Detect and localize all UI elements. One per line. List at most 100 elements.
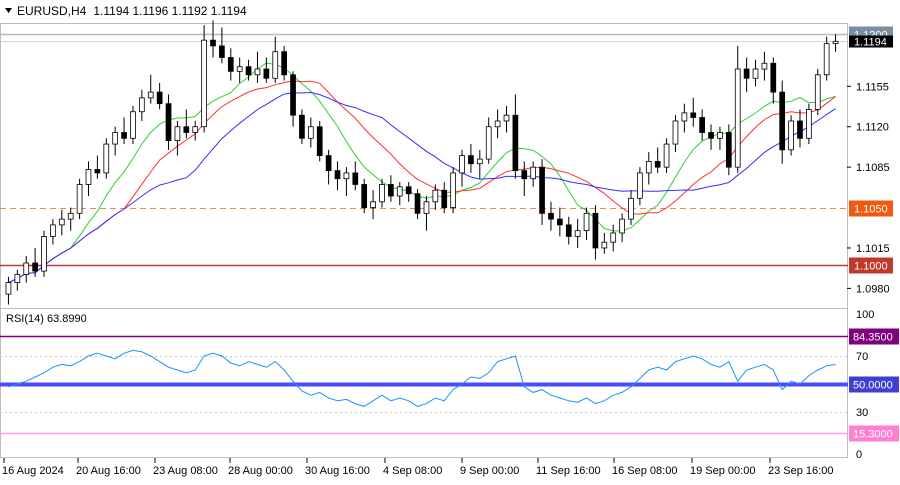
- candle-body: [441, 189, 448, 208]
- candle-body: [41, 236, 47, 272]
- candle-body: [94, 169, 101, 174]
- candle-body: [708, 132, 714, 139]
- candle-body: [103, 143, 110, 174]
- candle-body: [583, 212, 590, 232]
- candle-body: [14, 274, 21, 284]
- candle-body: [290, 74, 296, 116]
- candle-body: [67, 212, 74, 220]
- candle-body: [485, 126, 492, 160]
- candle-body: [352, 172, 359, 185]
- moving-average-line: [8, 91, 836, 284]
- candle-body: [210, 39, 216, 47]
- rsi-tick-label: 70: [856, 351, 868, 363]
- candle-body: [139, 97, 145, 113]
- rsi-level-label: 84.3500: [853, 332, 893, 344]
- time-tick-label: 16 Aug 2024: [2, 465, 64, 477]
- candle-body: [832, 40, 839, 45]
- candle-body: [814, 74, 821, 110]
- candle-body: [405, 186, 412, 195]
- candle-body: [521, 170, 528, 180]
- candle-body: [628, 197, 634, 220]
- candle-body: [112, 132, 119, 145]
- candle-body: [503, 114, 510, 122]
- candle-body: [592, 212, 599, 249]
- rsi-series-line: [8, 349, 836, 407]
- current-price-badge: [849, 35, 893, 48]
- candle-body: [147, 91, 154, 99]
- candle-body: [610, 232, 617, 243]
- candle-body: [823, 43, 830, 76]
- candle-body: [343, 172, 350, 180]
- time-tick-label: 20 Aug 16:00: [76, 465, 141, 477]
- candle-body: [548, 212, 554, 220]
- candle-body: [236, 66, 243, 72]
- price-tick-label: 1.1120: [856, 122, 889, 134]
- price-axis: 1.12001.10501.10001.11941.11551.11201.10…: [847, 26, 893, 295]
- candle-body: [183, 126, 190, 133]
- candle-body: [797, 120, 803, 139]
- candle-body: [539, 166, 545, 214]
- level-badge: [849, 200, 893, 217]
- candle-body: [512, 114, 519, 172]
- candle-body: [192, 126, 199, 133]
- candle-body: [414, 193, 421, 214]
- price-tick-label: 1.0980: [856, 283, 890, 295]
- time-tick-label: 9 Sep 00:00: [460, 465, 519, 477]
- time-tick-label: 19 Sep 00:00: [690, 465, 755, 477]
- rsi-level-badge: [849, 328, 899, 345]
- candle-body: [254, 68, 261, 76]
- candle-body: [530, 166, 537, 180]
- candle-body: [699, 117, 705, 133]
- candle-body: [752, 68, 759, 79]
- candle-body: [156, 91, 163, 105]
- candle-body: [58, 218, 65, 226]
- candle-body: [690, 112, 697, 118]
- candle-body: [299, 114, 305, 139]
- candle-body: [619, 218, 625, 234]
- candle-body: [50, 224, 56, 237]
- candle-body: [459, 155, 465, 174]
- moving-average-line: [8, 62, 836, 284]
- candle-body: [361, 184, 368, 208]
- candle-body: [174, 126, 181, 142]
- candle-body: [272, 51, 279, 79]
- candle-body: [637, 172, 643, 199]
- level-label: 1.1000: [854, 261, 888, 273]
- candle-body: [121, 132, 127, 139]
- candle-body: [227, 57, 234, 72]
- candle-body: [165, 103, 172, 142]
- candle-body: [316, 126, 323, 157]
- candle-body: [32, 262, 38, 272]
- candle-body: [557, 218, 563, 226]
- candle-body: [663, 143, 670, 168]
- candle-body: [717, 132, 723, 139]
- candle-body: [85, 169, 92, 185]
- candle-body: [734, 68, 741, 168]
- candle-body: [476, 158, 483, 165]
- candle-body: [468, 155, 474, 165]
- candle-body: [307, 126, 314, 139]
- rsi-level-label: 15.3000: [853, 429, 893, 441]
- candle-body: [645, 160, 652, 174]
- time-tick-label: 30 Aug 16:00: [305, 465, 370, 477]
- candle-body: [334, 170, 341, 180]
- candle-body: [788, 120, 794, 151]
- candle-body: [263, 68, 270, 79]
- candle-body: [423, 201, 430, 214]
- candle-body: [806, 109, 812, 139]
- rsi-tick-label: 30: [856, 407, 868, 419]
- candle-body: [379, 184, 385, 203]
- dropdown-triangle-icon[interactable]: [5, 8, 12, 13]
- level-label: 1.1050: [854, 204, 888, 216]
- rsi-axis: 84.3500 50.0000 15.3000 100 70 30 0: [849, 309, 899, 461]
- moving-average-line: [8, 80, 836, 284]
- level-badge: [849, 257, 893, 274]
- candle-body: [219, 45, 225, 58]
- candle-body: [201, 39, 207, 128]
- candle-body: [779, 91, 786, 151]
- candle-body: [681, 112, 688, 122]
- symbol-title: EURUSD,H4 1.1194 1.1196 1.1192 1.1194: [17, 4, 247, 18]
- candle-body: [245, 66, 252, 76]
